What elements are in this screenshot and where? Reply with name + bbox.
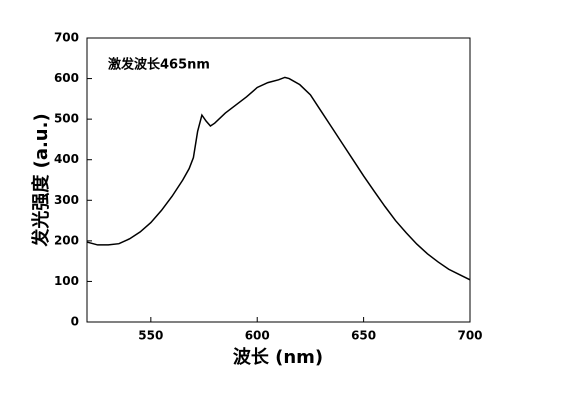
y-tick-label: 0: [71, 315, 79, 329]
spectrum-line: [86, 76, 471, 281]
x-tick-label: 650: [351, 329, 376, 343]
y-tick-label: 600: [54, 71, 79, 85]
x-tick-label: 700: [457, 329, 482, 343]
y-tick-label: 300: [54, 193, 79, 207]
y-tick-label: 200: [54, 233, 79, 247]
y-tick-label: 500: [54, 112, 79, 126]
y-axis-label: 发光强度 (a.u.): [30, 113, 52, 247]
x-tick-label: 600: [245, 329, 270, 343]
annotation: 激发波长465nm: [108, 57, 210, 73]
y-tick-label: 700: [54, 31, 79, 45]
y-tick-label: 100: [54, 274, 79, 288]
x-axis-label: 波长 (nm): [233, 346, 323, 368]
plot-frame: [86, 37, 471, 323]
x-tick-label: 550: [138, 329, 163, 343]
y-tick-label: 400: [54, 152, 79, 166]
